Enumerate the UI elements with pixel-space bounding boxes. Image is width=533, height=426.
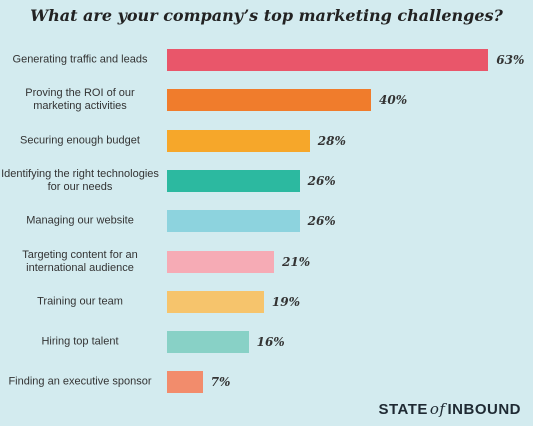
category-label: Finding an executive sponsor	[8, 375, 152, 388]
bar	[167, 371, 203, 394]
value-label: 21%	[282, 254, 311, 269]
category-label: Proving the ROI of our marketing activit…	[25, 87, 135, 113]
category-label: Securing enough budget	[20, 134, 140, 147]
bar	[167, 129, 310, 152]
bar	[167, 290, 264, 313]
category-label: Hiring top talent	[41, 335, 119, 348]
bar	[167, 49, 489, 71]
category-label: Targeting content for an international a…	[22, 248, 138, 274]
value-label: 19%	[271, 294, 300, 309]
value-label: 26%	[307, 173, 336, 188]
chart-title: What are your company’s top marketing ch…	[30, 6, 503, 25]
bar	[167, 89, 371, 112]
bar	[167, 250, 275, 273]
value-label: 16%	[256, 335, 285, 350]
category-label: Generating traffic and leads	[12, 53, 148, 66]
category-label: Training our team	[37, 295, 123, 308]
category-label: Managing our website	[26, 214, 134, 227]
value-label: 40%	[379, 93, 408, 108]
brand-text: STATE	[378, 401, 428, 418]
brand-text: INBOUND	[447, 401, 521, 418]
brand: STATE of INBOUND	[378, 400, 521, 418]
value-label: 7%	[210, 375, 231, 390]
bar	[167, 169, 300, 192]
value-label: 63%	[496, 53, 525, 67]
bar	[167, 331, 249, 354]
brand-text: of	[429, 400, 446, 418]
value-label: 26%	[307, 214, 336, 229]
category-label: Identifying the right technologies for o…	[1, 167, 159, 193]
value-label: 28%	[317, 133, 346, 148]
bar	[167, 210, 300, 233]
